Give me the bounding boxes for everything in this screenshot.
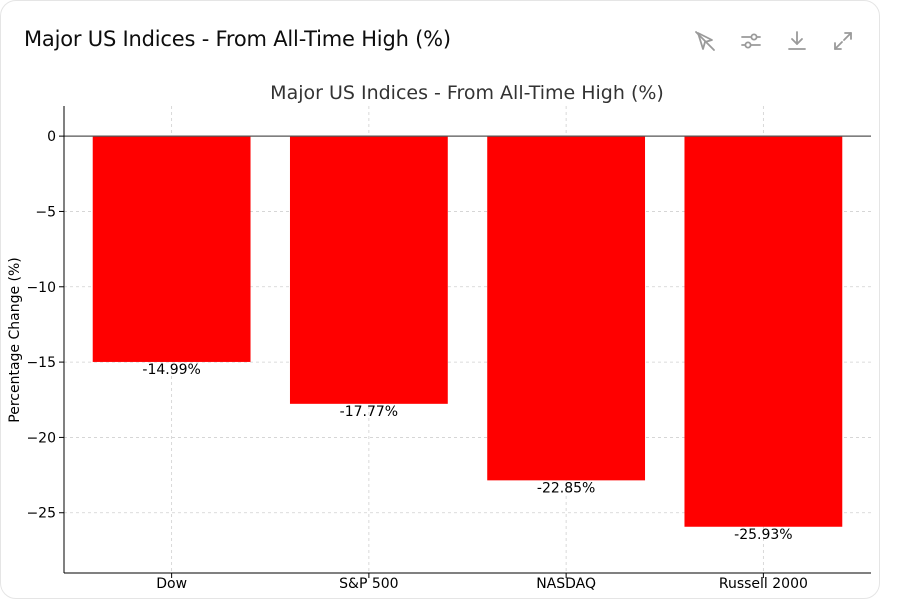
interactive-chart-button[interactable] <box>691 27 719 55</box>
y-tick-label: −15 <box>26 355 56 371</box>
interactive-chart-icon <box>695 31 715 51</box>
y-tick-label: 0 <box>47 129 56 145</box>
bar[interactable] <box>487 136 646 481</box>
bar-layer <box>92 136 843 527</box>
chart-settings-button[interactable] <box>737 27 765 55</box>
bar-data-label: -22.85% <box>537 480 595 496</box>
bar[interactable] <box>289 136 448 404</box>
x-tick-label: Russell 2000 <box>719 576 808 592</box>
chart-title: Major US Indices - From All-Time High (%… <box>270 82 664 104</box>
y-tick-label: −10 <box>26 280 56 296</box>
chart-toolbar <box>691 27 857 55</box>
expand-icon <box>834 32 852 50</box>
bar[interactable] <box>684 136 843 527</box>
y-tick-label: −5 <box>35 204 56 220</box>
download-icon <box>788 31 806 50</box>
y-tick-label: −20 <box>26 430 56 446</box>
axis-layer: 0 −5 −10 −15 −20 −25 Dow S&P 500 NASDAQ Russell 2… <box>26 106 871 592</box>
bar-data-label: -17.77% <box>340 404 398 420</box>
card-title: Major US Indices - From All-Time High (%… <box>24 27 451 51</box>
download-button[interactable] <box>783 27 811 55</box>
bar-data-label: -25.93% <box>734 527 792 543</box>
x-tick-label: S&P 500 <box>339 576 398 592</box>
label-layer: -14.99% -17.77% -22.85% -25.93% <box>142 362 792 543</box>
chart-settings-icon <box>741 33 761 49</box>
bar-data-label: -14.99% <box>142 362 200 378</box>
x-tick-label: Dow <box>156 576 187 592</box>
expand-button[interactable] <box>829 27 857 55</box>
bar[interactable] <box>92 136 251 362</box>
y-tick-label: −25 <box>26 506 56 522</box>
y-axis-label: Percentage Change (%) <box>7 257 23 422</box>
x-tick-label: NASDAQ <box>536 576 596 592</box>
